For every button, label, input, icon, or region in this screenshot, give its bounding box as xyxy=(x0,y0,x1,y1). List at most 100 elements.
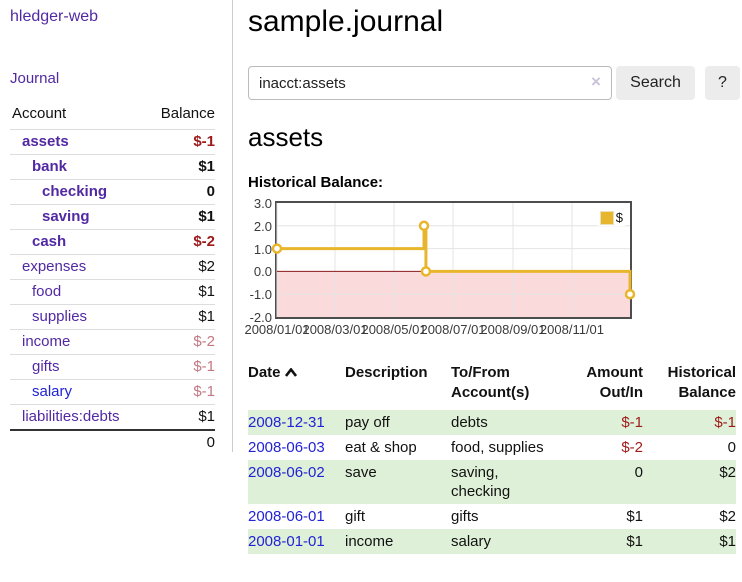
y-axis-tick: 0.0 xyxy=(253,264,272,280)
account-row: cash $-2 xyxy=(10,229,215,255)
accounts-table: Account Balance assets $-1 bank $1 check… xyxy=(10,100,215,455)
account-row: bank $1 xyxy=(10,154,215,180)
account-link-salary[interactable]: salary xyxy=(32,383,73,400)
transaction-accounts: gifts xyxy=(451,508,479,525)
transaction-date-link[interactable]: 2008-01-01 xyxy=(248,533,325,550)
legend-label: $ xyxy=(615,210,623,225)
account-link-gifts[interactable]: gifts xyxy=(32,358,60,375)
accounts-total-row: 0 xyxy=(10,429,215,455)
account-row: gifts $-1 xyxy=(10,354,215,380)
historical-balance-chart: 3.0 2.0 1.0 0.0 -1.0 -2.0 $ 2008/01/01 2008/03… xyxy=(244,196,740,341)
transaction-date-link[interactable]: 2008-06-02 xyxy=(248,464,325,481)
register-header-date: Date xyxy=(248,361,345,410)
register-header-tofrom: To/From Account(s) xyxy=(451,364,530,401)
account-balance: $-1 xyxy=(145,129,215,155)
transaction-balance: $1 xyxy=(719,533,736,550)
account-balance: $-1 xyxy=(145,354,215,380)
y-axis-tick: 1.0 xyxy=(253,241,272,257)
accounts-header-balance: Balance xyxy=(160,105,215,122)
x-axis-tick: 2008/01/01 xyxy=(244,322,310,337)
sidebar-item-journal[interactable]: Journal xyxy=(10,70,60,87)
table-row: 2008-06-03 eat & shop food, supplies $-2… xyxy=(248,435,736,460)
x-axis-tick: 2008/11/01 xyxy=(539,322,605,337)
account-balance: $-1 xyxy=(145,379,215,405)
account-balance: $1 xyxy=(145,279,215,305)
transaction-amount: $-1 xyxy=(621,414,643,431)
account-link-food[interactable]: food xyxy=(32,283,62,300)
register-table: Date Description To/From Account(s) Amou… xyxy=(248,361,736,554)
transaction-accounts: debts xyxy=(451,414,488,431)
account-balance: $1 xyxy=(145,304,215,330)
account-link-saving[interactable]: saving xyxy=(42,208,90,225)
account-row: expenses $2 xyxy=(10,254,215,280)
transaction-description: save xyxy=(345,464,377,481)
chart-legend: $ xyxy=(597,209,625,226)
account-link-assets[interactable]: assets xyxy=(22,133,69,150)
chart-plot-area: $ xyxy=(271,201,636,319)
account-row: saving $1 xyxy=(10,204,215,230)
account-link-liabilities-debts[interactable]: liabilities:debts xyxy=(22,408,120,425)
account-row: income $-2 xyxy=(10,329,215,355)
transaction-date-link[interactable]: 2008-06-03 xyxy=(248,439,325,456)
help-button[interactable]: ? xyxy=(705,66,740,100)
y-axis-tick: 2.0 xyxy=(253,218,272,234)
transaction-balance: $2 xyxy=(719,464,736,481)
clear-search-icon[interactable]: × xyxy=(591,72,601,91)
account-row: assets $-1 xyxy=(10,129,215,155)
register-header-amount: Amount Out/In xyxy=(586,364,643,401)
accounts-header-row: Account Balance xyxy=(10,100,215,130)
account-link-income[interactable]: income xyxy=(22,333,71,350)
transaction-accounts: salary xyxy=(451,533,492,550)
transaction-description: pay off xyxy=(345,414,390,431)
y-axis: 3.0 2.0 1.0 0.0 -1.0 -2.0 xyxy=(248,196,272,325)
legend-swatch xyxy=(599,210,614,225)
y-axis-tick: -1.0 xyxy=(249,287,272,303)
main-content: sample.journal × Search ? assets Histori… xyxy=(244,0,740,554)
accounts-total-value: 0 xyxy=(145,429,215,455)
transaction-description: income xyxy=(345,533,394,550)
table-row: 2008-12-31 pay off debts $-1 $-1 xyxy=(248,410,736,435)
transaction-amount: $1 xyxy=(626,508,643,525)
brand-link[interactable]: hledger-web xyxy=(10,8,99,25)
chart-canvas xyxy=(271,203,636,317)
account-balance: $1 xyxy=(145,204,215,230)
x-axis: 2008/01/01 2008/03/01 2008/05/01 2008/07/01… xyxy=(244,322,630,338)
search-input[interactable] xyxy=(248,66,612,100)
account-link-checking[interactable]: checking xyxy=(42,183,108,200)
x-axis-tick: 2008/07/01 xyxy=(420,322,486,337)
account-link-supplies[interactable]: supplies xyxy=(32,308,88,325)
sort-asc-icon xyxy=(284,363,297,383)
table-row: 2008-06-01 gift gifts $1 $2 xyxy=(248,504,736,529)
transaction-accounts: food, supplies xyxy=(451,439,544,456)
search-button[interactable]: Search xyxy=(616,66,695,100)
account-balance: $2 xyxy=(145,254,215,280)
account-link-cash[interactable]: cash xyxy=(32,233,67,250)
x-axis-tick: 2008/05/01 xyxy=(361,322,427,337)
transaction-amount: $1 xyxy=(626,533,643,550)
account-balance: $-2 xyxy=(145,229,215,255)
transaction-date-link[interactable]: 2008-12-31 xyxy=(248,414,325,431)
register-header-balance: Historical Balance xyxy=(667,364,736,401)
register-header-date-label: Date xyxy=(248,364,281,381)
sidebar: hledger-web Journal Account Balance asse… xyxy=(0,0,233,455)
account-heading: assets xyxy=(248,122,324,152)
register-header-row: Date Description To/From Account(s) Amou… xyxy=(248,361,736,410)
y-axis-tick: -2.0 xyxy=(249,310,272,325)
x-axis-tick: 2008/09/01 xyxy=(480,322,546,337)
accounts-header-account: Account xyxy=(12,105,67,122)
transaction-date-link[interactable]: 2008-06-01 xyxy=(248,508,325,525)
transaction-balance: $-1 xyxy=(714,414,736,431)
account-balance: $1 xyxy=(145,404,215,430)
account-row: supplies $1 xyxy=(10,304,215,330)
account-link-bank[interactable]: bank xyxy=(32,158,68,175)
account-link-expenses[interactable]: expenses xyxy=(22,258,87,275)
transaction-amount: 0 xyxy=(634,464,643,481)
account-balance: 0 xyxy=(145,179,215,205)
transaction-amount: $-2 xyxy=(621,439,643,456)
transaction-accounts: saving, checking xyxy=(451,464,511,500)
y-axis-tick: 3.0 xyxy=(253,196,272,211)
search-form: × Search ? xyxy=(248,66,740,100)
transaction-balance: 0 xyxy=(727,439,736,456)
transaction-description: eat & shop xyxy=(345,439,417,456)
transaction-balance: $2 xyxy=(719,508,736,525)
